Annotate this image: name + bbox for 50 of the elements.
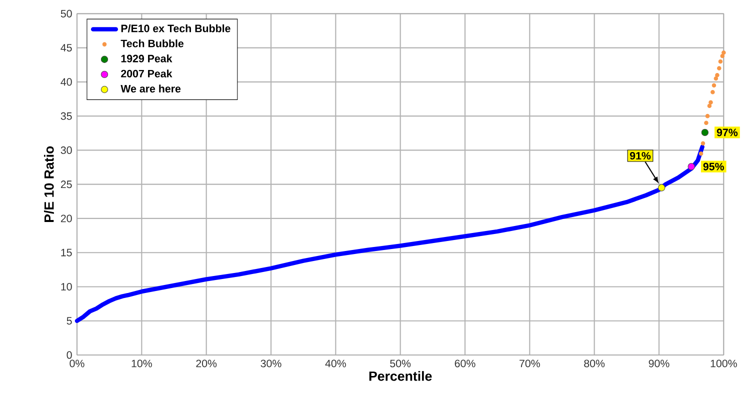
legend-label: 2007 Peak [121, 70, 172, 78]
x-axis-title: Percentile [369, 371, 432, 381]
x-tick-label: 0% [70, 360, 84, 368]
y-tick-label: 15 [61, 248, 72, 256]
legend-label: Tech Bubble [120, 39, 184, 48]
point [714, 76, 718, 81]
legend-label: We are here [120, 84, 181, 92]
point [658, 184, 666, 192]
y-tick-label: 20 [60, 214, 72, 222]
point [688, 162, 695, 170]
x-tick-label: 100% [710, 360, 737, 368]
point [698, 151, 704, 156]
line-series [74, 144, 704, 323]
x-tick-label: 10% [132, 360, 152, 368]
annotation: 95% [703, 162, 724, 170]
y-tick-label: 45 [60, 44, 72, 52]
y-tick-label: 5 [66, 317, 72, 325]
y-tick-label: 10 [61, 282, 72, 291]
point [718, 59, 723, 64]
x-tick-label: 60% [454, 360, 476, 368]
point [710, 90, 715, 94]
point [704, 120, 708, 126]
point [712, 83, 716, 88]
y-tick-label: 25 [60, 180, 72, 188]
x-tick-label: 40% [325, 360, 346, 368]
x-tick-label: 20% [196, 360, 217, 368]
point [700, 141, 706, 146]
point [717, 66, 722, 70]
y-tick-label: 35 [60, 112, 72, 120]
y-tick-label: 0 [66, 351, 72, 359]
legend-label: 1929 Peak [121, 54, 172, 62]
x-tick-label: 90% [648, 360, 670, 368]
point [720, 54, 725, 58]
annotation: 97% [716, 128, 738, 136]
point [705, 114, 710, 118]
x-tick-label: 30% [260, 360, 282, 368]
point [708, 100, 713, 105]
x-tick-label: 70% [520, 360, 540, 368]
y-tick-label: 40 [60, 78, 72, 86]
point [722, 50, 726, 55]
x-tick-label: 80% [584, 360, 605, 368]
annotation: 91% [630, 152, 651, 160]
point [715, 72, 720, 78]
y-axis-title: P/E 10 Ratio [44, 146, 54, 222]
x-tick-label: 50% [390, 360, 411, 368]
y-tick-label: 30 [60, 146, 72, 154]
legend-label: P/E10 ex Tech Bubble [121, 24, 230, 32]
y-tick-label: 50 [60, 10, 72, 18]
point [701, 128, 709, 136]
point [707, 104, 712, 108]
